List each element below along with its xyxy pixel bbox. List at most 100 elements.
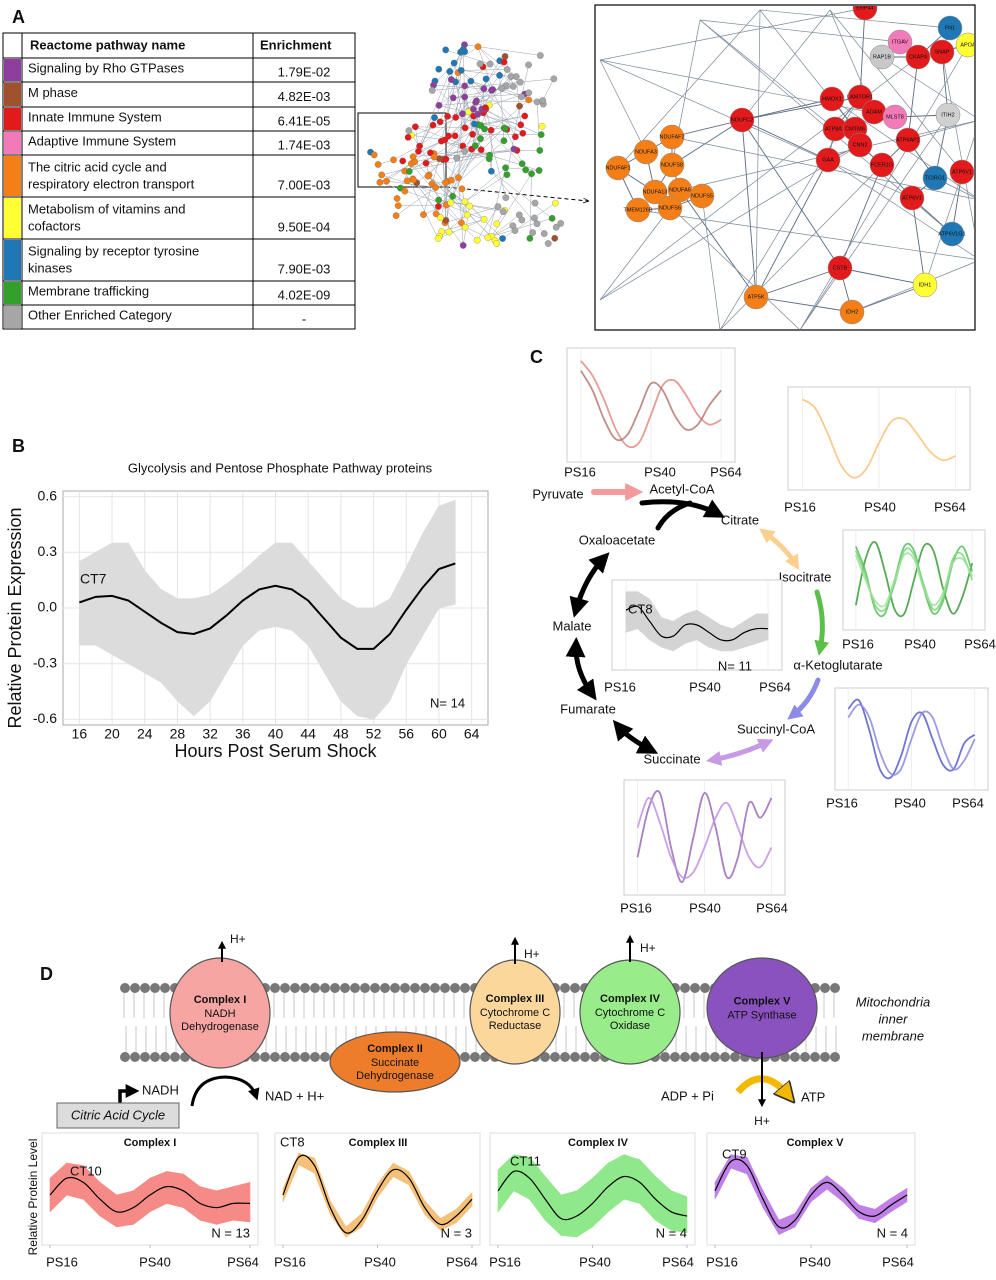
network-node	[531, 199, 539, 207]
network-node	[374, 161, 382, 168]
annotation: N = 4	[877, 1225, 908, 1240]
network-node	[459, 242, 467, 249]
overview-network	[367, 41, 565, 249]
lipid-head	[680, 983, 690, 993]
x-tick-label: PS16	[620, 900, 652, 915]
network-node	[403, 177, 411, 185]
network-edge	[434, 150, 517, 158]
network-node	[501, 53, 509, 60]
network-edge	[679, 189, 757, 298]
y-axis-title: Relative Protein Level	[26, 1139, 40, 1256]
node-label: FCER1G	[871, 162, 893, 168]
network-node	[847, 132, 873, 158]
node-label: TCIRG1	[925, 175, 945, 181]
band-segment	[160, 588, 178, 702]
node-label: ITGAV	[892, 39, 908, 45]
network-node	[518, 160, 526, 168]
network-edge	[924, 136, 974, 286]
network-node	[502, 194, 510, 202]
y-tick-label: 0.6	[38, 487, 58, 503]
x-tick-label: 52	[366, 726, 382, 742]
x-tick-label: PS64	[446, 1254, 478, 1269]
network-edge	[741, 9, 831, 121]
x-tick-label: PS64	[964, 636, 996, 651]
mini-title: Complex III	[349, 1137, 408, 1149]
x-tick-label: PS40	[689, 679, 721, 694]
network-edge	[759, 9, 951, 29]
x-tick-label: 56	[398, 726, 414, 742]
annotation: CT9	[722, 1146, 747, 1161]
node-label: NDUFS8	[661, 162, 683, 168]
network-node	[533, 98, 541, 106]
network-node	[496, 72, 503, 79]
network-edge	[461, 69, 508, 71]
mini-title: Complex I	[124, 1137, 177, 1149]
network-node	[405, 168, 413, 175]
x-tick-label: PS16	[489, 1254, 521, 1269]
x-tick-label: PS64	[952, 795, 984, 810]
lipid-head	[710, 1052, 720, 1062]
network-node	[453, 154, 461, 162]
network-edge	[741, 98, 833, 121]
lipid-head	[570, 1052, 580, 1062]
network-node	[487, 126, 495, 134]
network-node	[537, 52, 544, 59]
category-swatch	[4, 306, 21, 328]
x-tick-label: PS40	[864, 499, 896, 514]
network-edge	[505, 167, 540, 171]
pathway-name: Membrane trafficking	[28, 283, 149, 298]
metabolite: Malate	[552, 618, 591, 633]
x-tick-label: PS16	[706, 1254, 738, 1269]
series-line	[580, 370, 722, 442]
network-node	[446, 68, 454, 75]
network-node	[477, 135, 484, 142]
band-segment	[623, 1154, 641, 1204]
network-node	[434, 235, 442, 242]
node-label: GAA	[822, 157, 834, 163]
x-tick-label: PS16	[274, 1254, 306, 1269]
network-node	[474, 43, 482, 51]
complex-desc: Reductase	[489, 1020, 542, 1032]
network-node	[743, 284, 769, 310]
network-edge	[404, 170, 439, 239]
network-node	[461, 93, 469, 101]
node-label: ATP8A1	[825, 126, 845, 132]
lipid-head	[460, 983, 470, 993]
mini-title: Complex IV	[568, 1137, 629, 1149]
network-node	[432, 184, 440, 191]
network-node	[476, 60, 484, 68]
lipid-head	[720, 1052, 730, 1062]
network-node	[461, 48, 469, 55]
network-edge	[395, 187, 436, 216]
lipid-head	[670, 1052, 680, 1062]
lipid-head	[420, 983, 430, 993]
band-segment	[684, 609, 698, 644]
network-node	[432, 210, 440, 218]
metabolite: Citrate	[721, 512, 759, 527]
lipid-head	[730, 1052, 740, 1062]
x-tick-label: PS16	[842, 636, 874, 651]
lipid-head	[460, 1052, 470, 1062]
location: inner	[879, 1011, 909, 1026]
network-edge	[699, 19, 836, 130]
network-node	[447, 199, 455, 207]
network-node	[949, 159, 974, 185]
network-node	[450, 59, 458, 67]
network-node	[502, 164, 509, 172]
network-edge	[755, 9, 761, 298]
lipid-head	[440, 983, 450, 993]
lipid-head	[300, 1052, 310, 1062]
lipid-head	[540, 1052, 550, 1062]
network-edge	[851, 284, 926, 313]
network-node	[370, 151, 378, 159]
lipid-head	[290, 1052, 300, 1062]
network-node	[625, 197, 651, 223]
network-edge	[800, 114, 949, 329]
pathway-name: Signaling by receptor tyrosine	[28, 243, 199, 258]
lipid-head	[430, 983, 440, 993]
series-line	[497, 1170, 688, 1221]
enrichment: 7.90E-03	[278, 261, 331, 276]
network-edge	[599, 59, 647, 153]
network-node	[427, 149, 434, 157]
network-edge	[425, 145, 476, 164]
